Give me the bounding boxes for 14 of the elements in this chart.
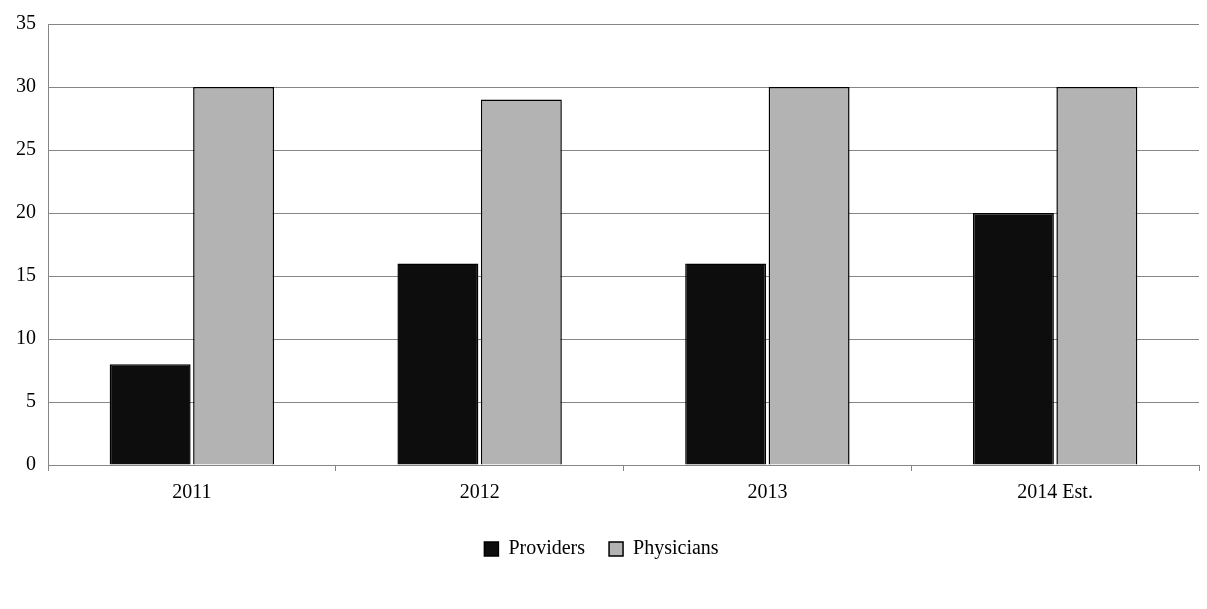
- y-tick-label: 0: [26, 452, 36, 475]
- y-tick-label: 35: [16, 11, 36, 34]
- legend-label: Physicians: [633, 536, 719, 560]
- legend-label: Providers: [508, 536, 586, 559]
- y-tick-label: 25: [16, 137, 36, 160]
- x-tick-label: 2012: [459, 480, 500, 503]
- x-tick-label: 2014 Est.: [1017, 480, 1093, 503]
- y-tick-label: 15: [16, 263, 36, 286]
- y-tick-label: 30: [16, 74, 36, 97]
- x-tick-label: 2013: [747, 480, 788, 503]
- y-tick-label: 10: [16, 326, 36, 349]
- y-tick-label: 20: [16, 200, 36, 223]
- x-tick-label: 2011: [172, 480, 212, 503]
- y-tick-label: 5: [26, 389, 36, 412]
